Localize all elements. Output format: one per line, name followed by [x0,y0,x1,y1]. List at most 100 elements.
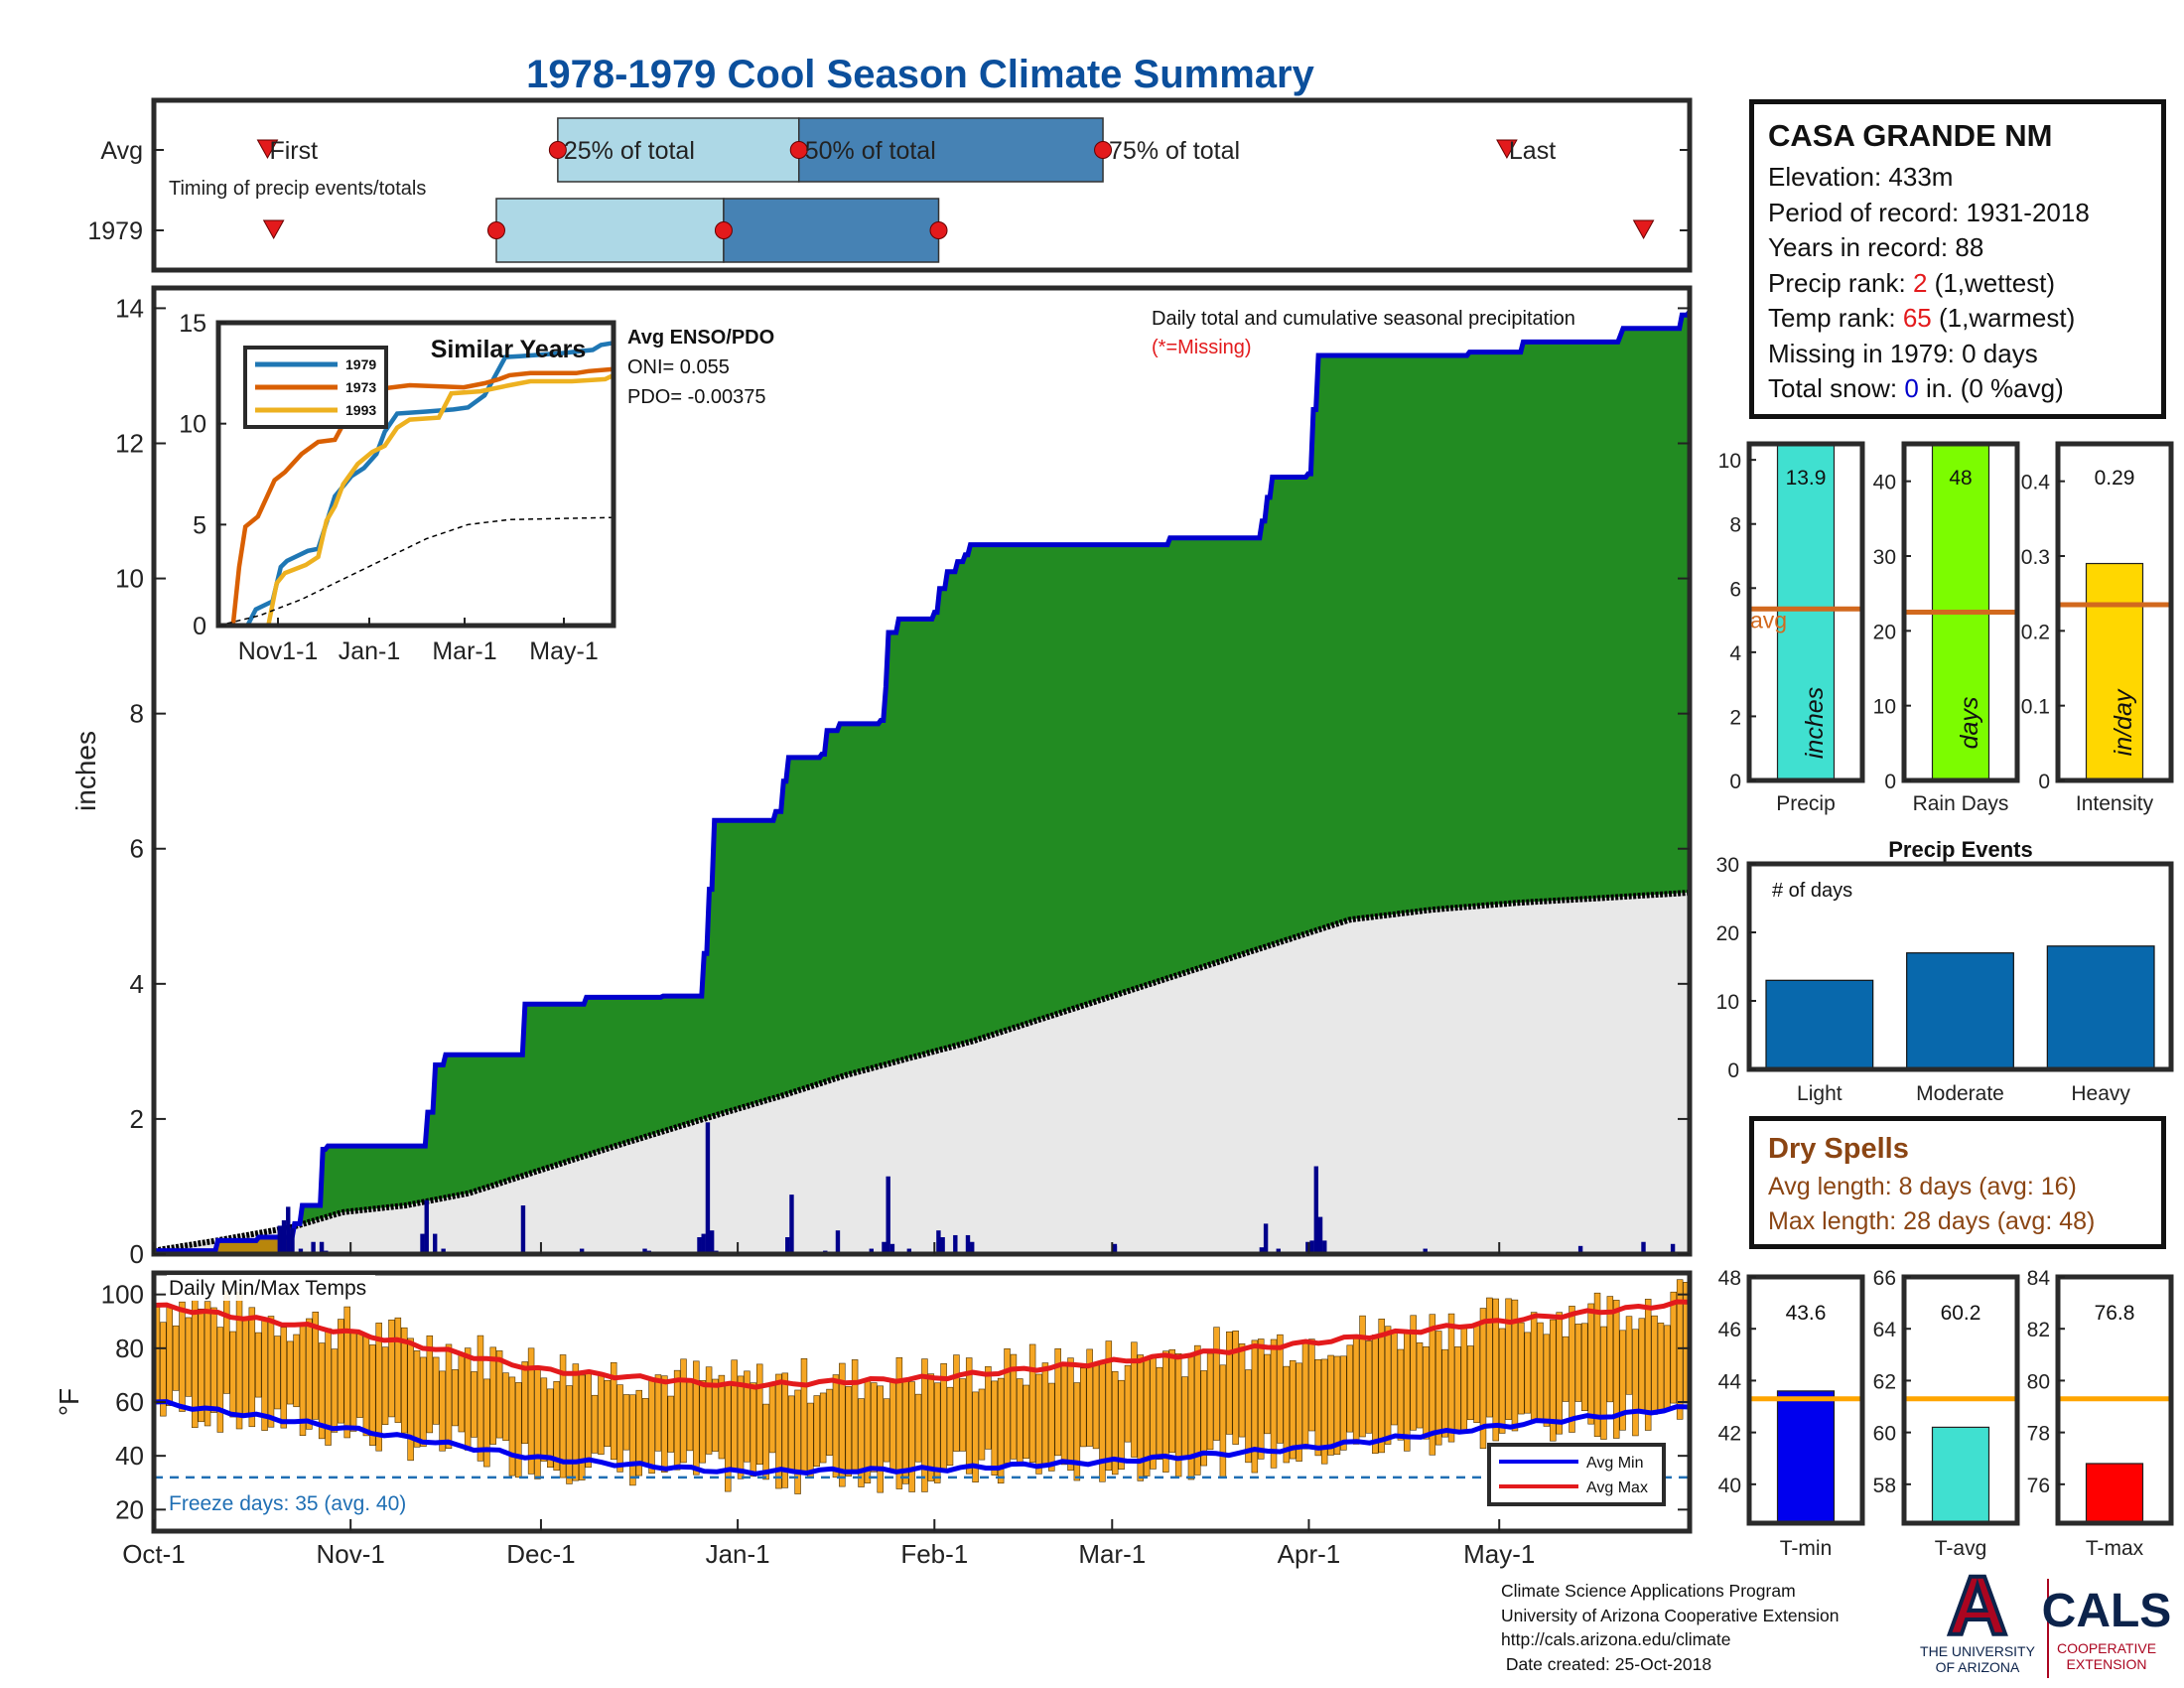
daily-precip-bar [882,1241,887,1254]
daily-temp-bar [1632,1329,1639,1437]
daily-temp-bar [1511,1299,1519,1432]
daily-temp-bar [1131,1341,1138,1458]
daily-temp-bar [495,1350,503,1439]
timing-box-upper [797,117,1104,183]
daily-precip-bar [1263,1223,1269,1254]
stat-category-label: Rain Days [1913,792,2009,815]
daily-temp-bar [280,1327,288,1429]
daily-precip-bar [1309,1240,1314,1254]
daily-temp-bar [394,1317,402,1423]
daily-precip-bar [1276,1248,1281,1254]
daily-precip-bar [970,1241,975,1254]
events-y-tick-label: 30 [1716,854,1739,877]
daily-temp-bar [293,1334,300,1408]
daily-temp-bar [198,1308,205,1423]
daily-precip-bar [940,1236,945,1254]
daily-temp-bar [629,1394,636,1486]
stat-panel-frame [1901,441,2020,783]
daily-precip-bar [424,1199,429,1254]
daily-precip-bar [835,1230,841,1254]
event-bar [2046,945,2155,1070]
tstat-y-tick-label: 62 [1873,1370,1896,1393]
daily-temp-bar [762,1403,769,1480]
inset-legend-label: 1973 [345,379,376,395]
tstat-category-label: T-min [1780,1537,1833,1560]
daily-temp-bar [1054,1347,1061,1457]
daily-temp-bar [381,1346,389,1425]
daily-precip-bar [1305,1241,1310,1254]
daily-precip-bar [697,1236,702,1254]
daily-temp-bar [1289,1359,1297,1460]
daily-precip-bar [1577,1245,1583,1254]
footer-line-4: Date created: 25-Oct-2018 [1501,1653,1712,1674]
temps-ylabel: °F [54,1388,84,1416]
daily-temp-bar [185,1317,193,1397]
daily-precip-bar [1112,1245,1118,1254]
y-tick-label: 12 [115,428,144,458]
daily-temp-bar [1676,1279,1684,1420]
daily-temp-bar [1492,1298,1500,1442]
timing-marker-p25 [548,141,567,159]
daily-temp-bar [464,1347,472,1451]
snow-row: Total snow: 0 in. (0 %avg) [1768,371,2147,407]
daily-precip-bar [432,1233,438,1254]
daily-temp-bar [540,1377,548,1462]
daily-temp-bar [1301,1340,1309,1450]
daily-temp-bar [654,1374,662,1452]
event-bar [1765,979,1874,1070]
daily-temp-bar [1359,1315,1366,1438]
daily-temp-bar [235,1291,243,1430]
daily-temp-bar [274,1336,281,1410]
date-tick-label: Feb-1 [900,1539,968,1569]
daily-temp-bar [1277,1334,1284,1444]
cals-line2: EXTENSION [2067,1656,2147,1672]
daily-temp-bar [1327,1354,1334,1456]
daily-temp-bar [673,1369,681,1471]
daily-temp-bar [1320,1358,1328,1465]
missing-value: 0 days [1962,338,2038,368]
daily-temp-bar [1429,1314,1436,1456]
daily-temp-bar [965,1357,973,1475]
stat-y-tick-label: 8 [1729,514,1741,537]
daily-temp-bar [426,1335,434,1434]
timing-marker-p75 [1094,141,1113,159]
daily-temp-bar [338,1319,344,1424]
daily-precip-bar [1317,1216,1323,1254]
daily-temp-bar [1550,1319,1557,1442]
daily-temp-bar [1340,1355,1347,1451]
daily-temp-bar [768,1383,776,1454]
stat-category-label: Precip [1776,792,1836,815]
daily-temp-bar [1574,1324,1582,1402]
daily-temp-bar [622,1394,630,1451]
timing-triangle-last [1632,219,1655,240]
timing-label-p25: 25% of total [564,137,695,165]
stat-y-tick-label: 0.2 [2021,621,2050,643]
daily-temp-bar [1397,1348,1405,1441]
date-tick-label: Jan-1 [706,1539,770,1569]
daily-temp-bar [223,1290,230,1394]
dry-spells-avg: Avg length: 8 days (avg: 16) [1768,1173,2077,1200]
daily-temp-bar [1562,1336,1570,1402]
stat-y-tick-label: 20 [1873,621,1896,643]
stat-y-tick-label: 0.4 [2021,472,2051,494]
daily-temp-bar [204,1301,211,1427]
footer-line-3[interactable]: http://cals.arizona.edu/climate [1501,1629,1731,1649]
season-stats-panels: 0 2 4 6 8 10 13.9 inches Precip avg 0 10 20 30 40 48 day… [1718,441,2174,815]
stat-unit-label: in/day [2110,688,2137,756]
daily-temp-bar [1518,1322,1525,1415]
stat-y-tick-label: 2 [1729,706,1741,729]
daily-precip-bar [869,1248,874,1254]
daily-temp-bar [661,1375,668,1474]
daily-precip-bar [965,1234,971,1254]
daily-precip-bar [286,1206,291,1254]
daily-temp-bar [858,1398,865,1487]
daily-temp-bar [1625,1316,1633,1395]
tstat-y-tick-label: 48 [1718,1267,1741,1290]
daily-precip-bar [785,1236,790,1254]
daily-temp-bar [591,1394,599,1454]
footer-line-2: University of Arizona Cooperative Extens… [1501,1605,1840,1625]
daily-temp-bar [908,1381,915,1492]
daily-temp-bar [1004,1348,1011,1464]
station-info-box: CASA GRANDE NM Elevation: 433m Period of… [1749,99,2166,419]
daily-temp-bar [1194,1344,1201,1476]
